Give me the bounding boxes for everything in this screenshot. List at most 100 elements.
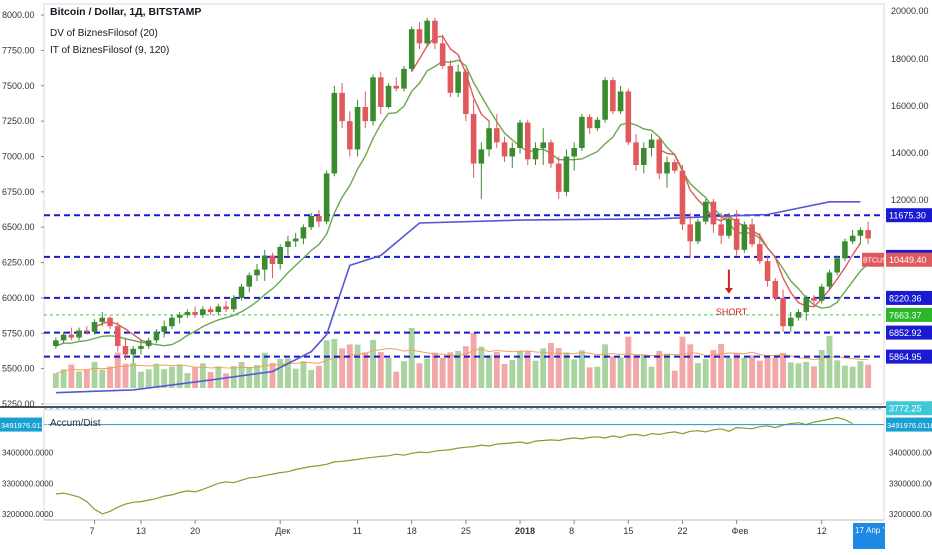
- volume-bar: [702, 359, 709, 388]
- candle-body: [99, 317, 106, 322]
- it-line: [411, 35, 490, 122]
- volume-bar: [849, 366, 856, 388]
- volume-bar: [91, 361, 98, 388]
- volume-bar: [68, 364, 75, 388]
- indicator-1-label: DV of BiznesFilosof (20): [50, 28, 158, 39]
- volume-bar: [431, 352, 438, 388]
- volume-bar: [493, 352, 500, 388]
- indicator-right-axis-label: 3200000.0000: [889, 510, 932, 519]
- candle-body: [192, 312, 198, 315]
- indicator-right-axis-label: 3400000.0000: [889, 449, 932, 458]
- candle-body: [184, 312, 191, 315]
- volume-bar: [555, 348, 562, 388]
- x-axis-label: 22: [677, 526, 687, 536]
- candle-body: [702, 201, 709, 222]
- x-axis-label: 12: [817, 526, 827, 536]
- left-axis-label: 7250.00: [2, 116, 35, 126]
- volume-bar: [462, 346, 469, 388]
- volume-bar: [215, 366, 222, 388]
- volume-bar: [346, 344, 353, 388]
- candle-body: [84, 330, 90, 332]
- volume-bar: [122, 363, 129, 388]
- left-axis-label: 5250.00: [2, 399, 35, 409]
- volume-bar: [192, 367, 199, 388]
- candle-body: [555, 163, 562, 192]
- candle-body: [648, 139, 655, 149]
- candle-body: [509, 148, 516, 157]
- volume-bar: [76, 371, 83, 388]
- volume-bar: [107, 366, 113, 388]
- right-axis-label: 18000.00: [891, 54, 929, 64]
- candle-body: [277, 247, 283, 264]
- candle-body: [254, 269, 260, 276]
- volume-bar: [130, 363, 137, 388]
- volume-bar: [563, 352, 570, 388]
- short-arrow-head: [724, 288, 733, 294]
- volume-bar: [795, 363, 802, 388]
- candle-body: [803, 297, 810, 313]
- candle-body: [424, 20, 430, 44]
- candle-body: [354, 107, 361, 150]
- accum-dist-tag-left: 3491976.0118: [1, 421, 48, 430]
- x-axis-label: 8: [569, 526, 574, 536]
- candle-body: [501, 142, 508, 157]
- candle-body: [91, 321, 98, 332]
- volume-bar: [99, 369, 106, 388]
- candle-body: [385, 85, 392, 107]
- candle-body: [787, 317, 794, 327]
- volume-bar: [594, 366, 601, 388]
- candle-body: [122, 346, 129, 355]
- candle-body: [408, 29, 415, 69]
- volume-bar: [780, 353, 786, 388]
- left-axis-label: 6000.00: [2, 293, 35, 303]
- right-axis-label: 20000.00: [891, 6, 929, 16]
- candle-body: [524, 122, 531, 160]
- candle-body: [548, 142, 554, 164]
- candle-body: [849, 235, 856, 242]
- level-tag-label: 8220.36: [889, 293, 922, 303]
- volume-bar: [277, 359, 284, 388]
- volume-bar: [834, 360, 841, 388]
- volume-bar: [254, 365, 260, 388]
- candle-body: [439, 43, 446, 66]
- volume-bar: [168, 366, 175, 388]
- candle-body: [432, 20, 438, 44]
- volume-bar: [733, 353, 740, 388]
- volume-bar: [60, 369, 67, 388]
- candle-body: [200, 309, 206, 315]
- volume-bar: [826, 336, 833, 388]
- volume-bar: [687, 344, 694, 388]
- candle-body: [741, 224, 748, 250]
- candle-body: [764, 261, 771, 281]
- candle-body: [710, 201, 717, 225]
- chart-title: Bitcoin / Dollar, 1Д, BITSTAMP: [50, 6, 202, 18]
- candle-body: [571, 148, 577, 157]
- volume-bar: [617, 357, 624, 388]
- volume-bar: [385, 358, 392, 388]
- candle-body: [300, 227, 307, 239]
- candle-body: [818, 286, 825, 301]
- accum-dist-tag-right: 3491976.0118: [887, 421, 932, 430]
- volume-bar: [269, 363, 276, 388]
- candle-body: [231, 297, 237, 310]
- x-axis-label: Дек: [275, 526, 290, 536]
- candle-body: [695, 221, 701, 242]
- candle-body: [68, 334, 75, 338]
- candle-body: [687, 224, 693, 242]
- candle-body: [176, 314, 183, 318]
- volume-bar: [478, 346, 485, 388]
- candle-body: [826, 272, 833, 287]
- volume-bar: [377, 352, 384, 388]
- level-tag-bg: [886, 290, 932, 305]
- candle-body: [540, 142, 547, 149]
- candle-body: [107, 317, 113, 327]
- volume-bar: [315, 366, 322, 388]
- volume-bar: [153, 363, 160, 388]
- reference-line: [55, 201, 861, 394]
- volume-bar: [370, 340, 376, 388]
- volume-bar: [246, 367, 253, 388]
- candle-body: [261, 255, 268, 270]
- level-tag-bg: [886, 401, 932, 416]
